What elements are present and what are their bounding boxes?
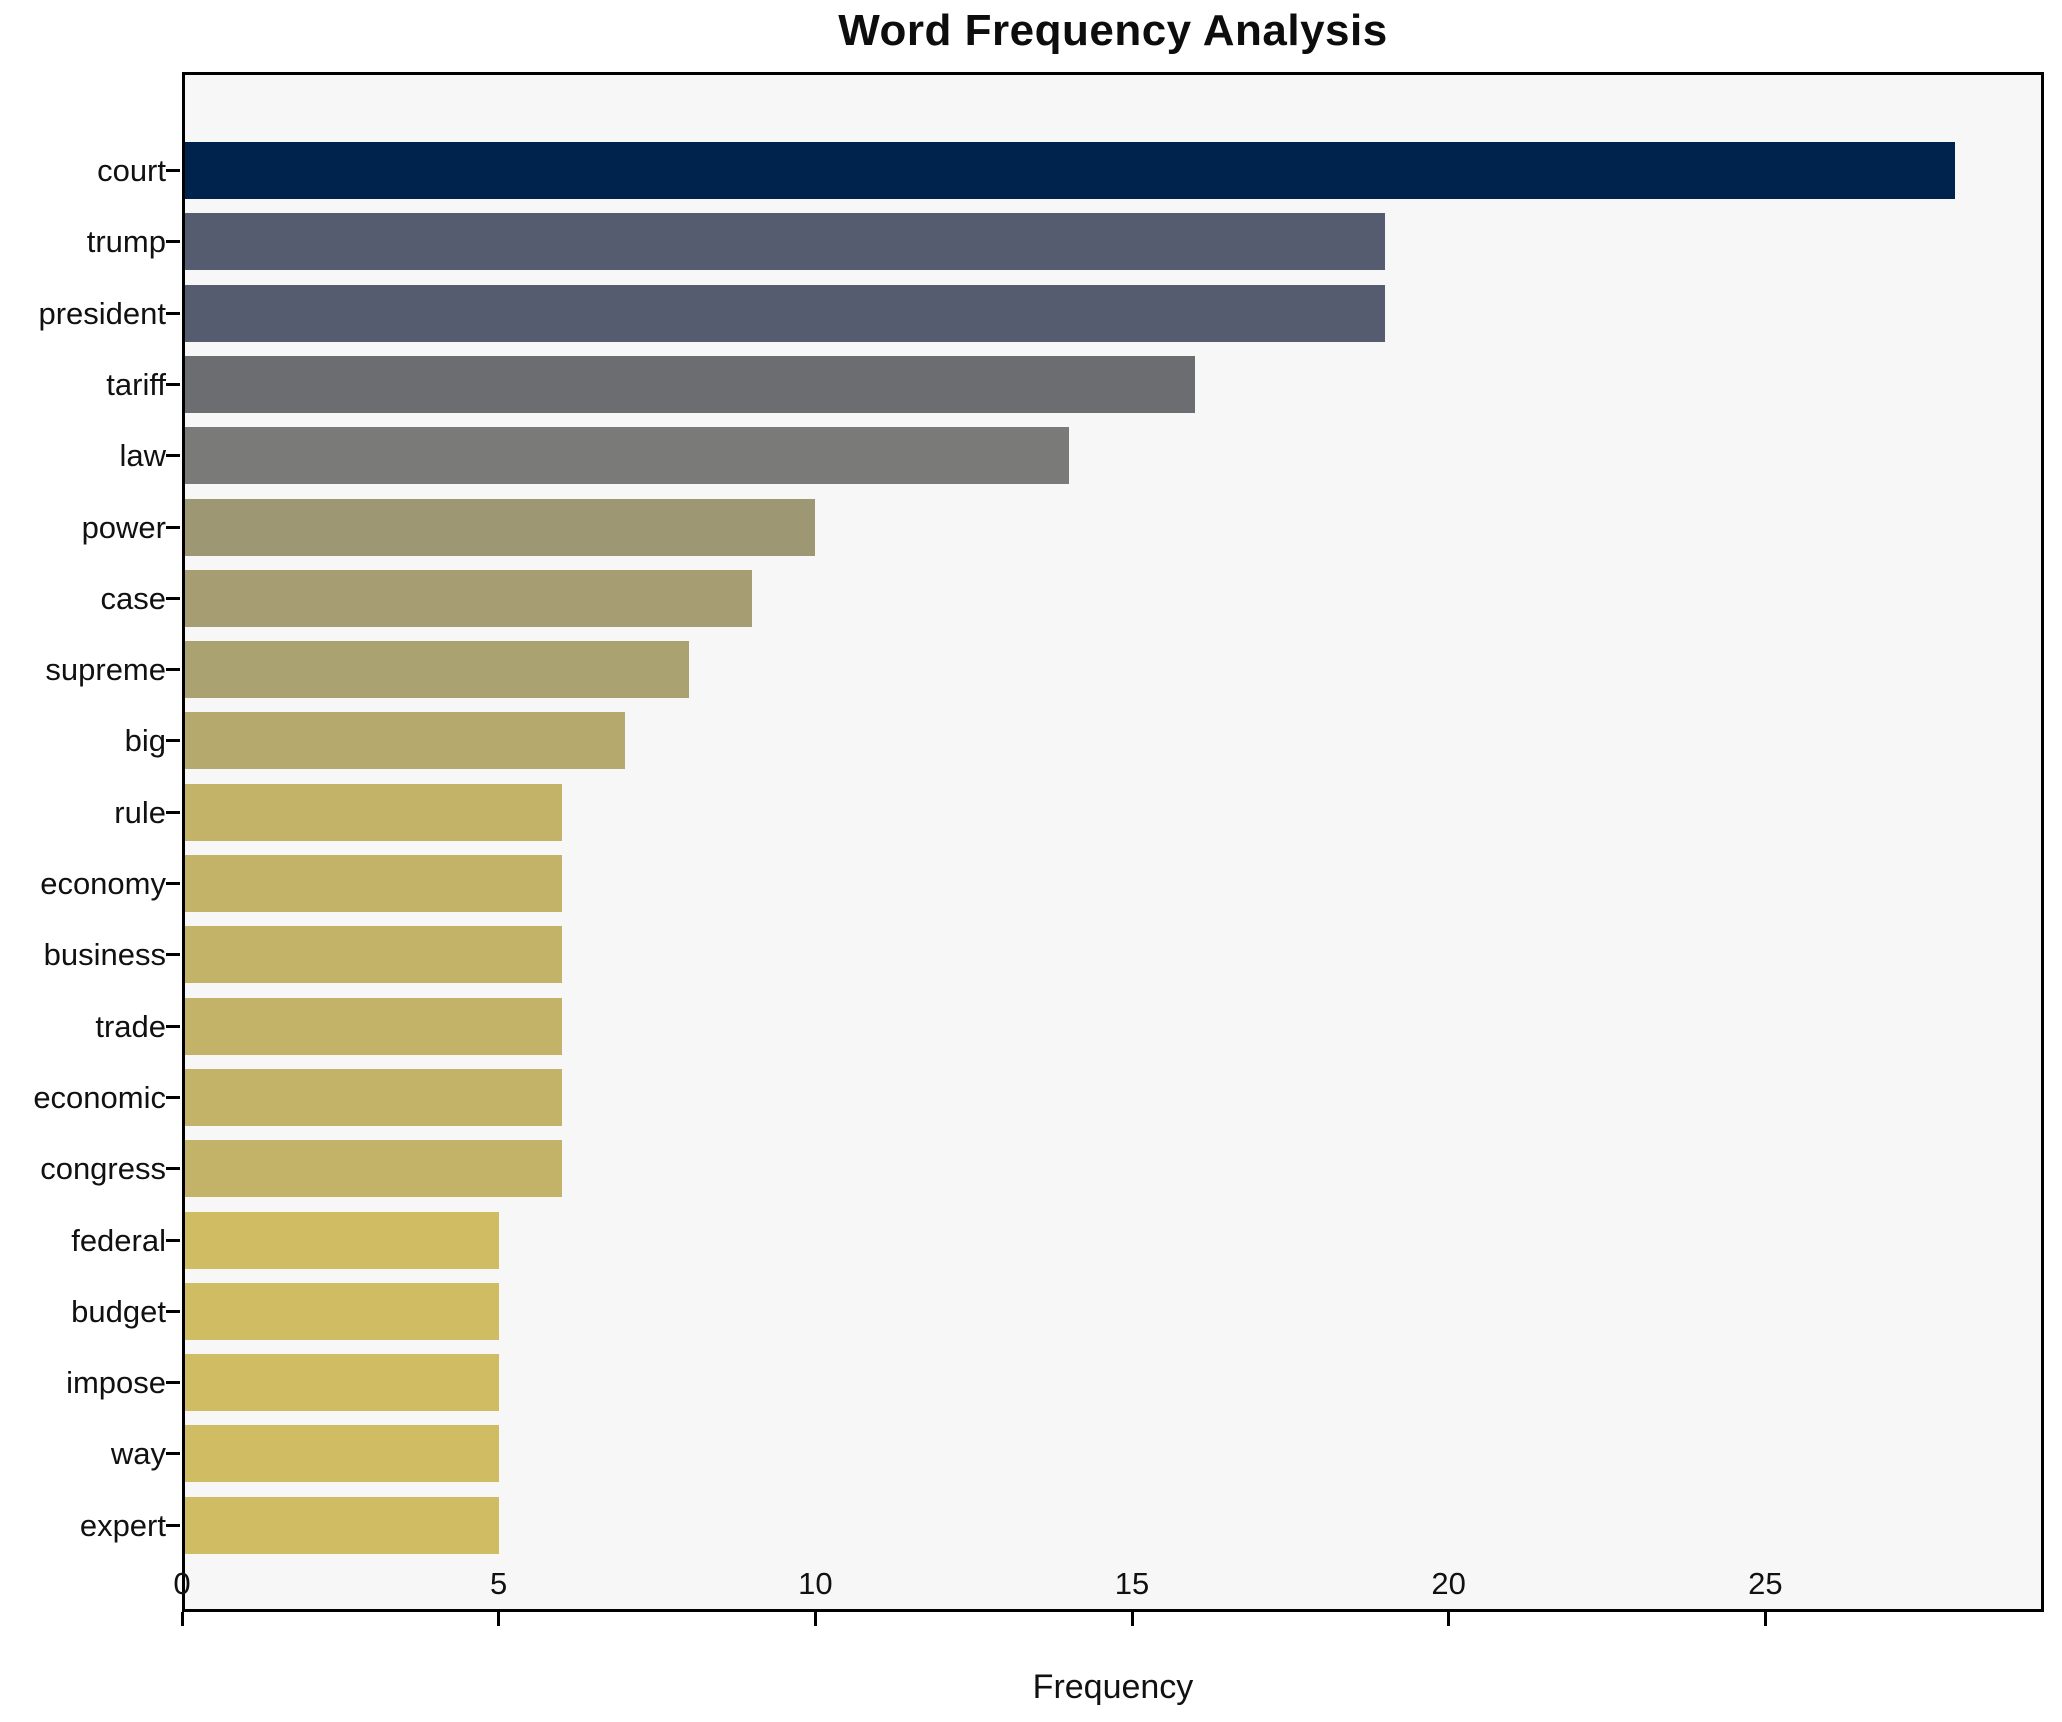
bar-power	[182, 498, 816, 556]
y-tick-mark	[166, 169, 180, 172]
x-tick-label-15: 15	[1114, 1566, 1150, 1601]
x-tick-mark	[497, 1612, 501, 1626]
bar-business	[182, 926, 562, 984]
x-tick-mark	[1447, 1612, 1451, 1626]
bar-president	[182, 284, 1386, 342]
y-tick-label-congress: congress	[40, 1151, 166, 1187]
y-tick-label-supreme: supreme	[45, 652, 166, 688]
bar-law	[182, 427, 1069, 485]
bar-big	[182, 712, 626, 770]
bar-court	[182, 142, 1956, 199]
y-tick-mark	[166, 1523, 180, 1527]
y-tick-label-trade: trade	[95, 1008, 166, 1044]
x-tick-label-10: 10	[798, 1566, 833, 1601]
y-tick-label-business: business	[43, 937, 166, 973]
y-tick-mark	[166, 1452, 180, 1456]
x-tick-mark	[813, 1612, 817, 1626]
y-tick-label-law: law	[119, 438, 166, 474]
y-tick-mark	[166, 668, 180, 672]
y-tick-mark	[166, 810, 180, 814]
bar-federal	[182, 1211, 499, 1269]
y-tick-mark	[166, 1309, 180, 1313]
bar-way	[182, 1425, 499, 1483]
x-tick-mark	[1130, 1612, 1134, 1626]
x-tick-label-20: 20	[1431, 1566, 1466, 1601]
plot-area	[166, 72, 2044, 1626]
y-tick-label-rule: rule	[114, 794, 166, 830]
x-tick-label-0: 0	[173, 1566, 191, 1601]
y-tick-label-power: power	[81, 509, 166, 545]
y-tick-mark	[166, 240, 180, 244]
y-tick-mark	[166, 525, 180, 529]
y-tick-mark	[166, 1167, 180, 1171]
y-tick-mark	[166, 454, 180, 458]
bar-trump	[182, 213, 1386, 271]
y-tick-mark	[166, 596, 180, 600]
x-tick-mark	[180, 1612, 184, 1626]
y-tick-label-tariff: tariff	[106, 366, 166, 402]
y-tick-label-trump: trump	[86, 224, 166, 260]
y-tick-label-impose: impose	[66, 1365, 166, 1401]
bar-impose	[182, 1354, 499, 1412]
bar-expert	[182, 1496, 499, 1554]
y-tick-label-court: court	[97, 153, 166, 188]
x-axis-label: Frequency	[1032, 1668, 1194, 1706]
chart-title: Word Frequency Analysis	[838, 6, 1388, 55]
bar-economic	[182, 1068, 562, 1126]
y-tick-mark	[166, 1095, 180, 1099]
y-tick-mark	[166, 311, 180, 315]
bar-economy	[182, 855, 562, 912]
y-tick-label-way: way	[110, 1436, 166, 1472]
y-tick-label-president: president	[38, 295, 166, 331]
y-tick-mark	[166, 1024, 180, 1028]
bar-supreme	[182, 641, 689, 699]
bar-case	[182, 569, 752, 627]
bar-tariff	[182, 355, 1196, 413]
y-tick-label-federal: federal	[71, 1222, 166, 1258]
y-tick-label-case: case	[100, 580, 166, 616]
bar-trade	[182, 997, 562, 1055]
bar-congress	[182, 1140, 562, 1198]
bar-rule	[182, 783, 562, 841]
x-tick-label-5: 5	[490, 1566, 508, 1601]
y-tick-label-economy: economy	[40, 866, 166, 901]
y-tick-label-expert: expert	[79, 1507, 166, 1543]
y-tick-label-budget: budget	[71, 1293, 166, 1329]
x-tick-label-25: 25	[1748, 1566, 1783, 1601]
y-tick-mark	[166, 882, 180, 885]
y-tick-mark	[166, 1238, 180, 1242]
y-tick-label-economic: economic	[33, 1079, 166, 1115]
y-tick-mark	[166, 739, 180, 743]
x-tick-mark	[1763, 1612, 1767, 1626]
y-tick-mark	[166, 953, 180, 957]
y-tick-label-big: big	[124, 723, 166, 759]
y-tick-mark	[166, 1381, 180, 1385]
bar-budget	[182, 1282, 499, 1340]
y-tick-mark	[166, 382, 180, 386]
